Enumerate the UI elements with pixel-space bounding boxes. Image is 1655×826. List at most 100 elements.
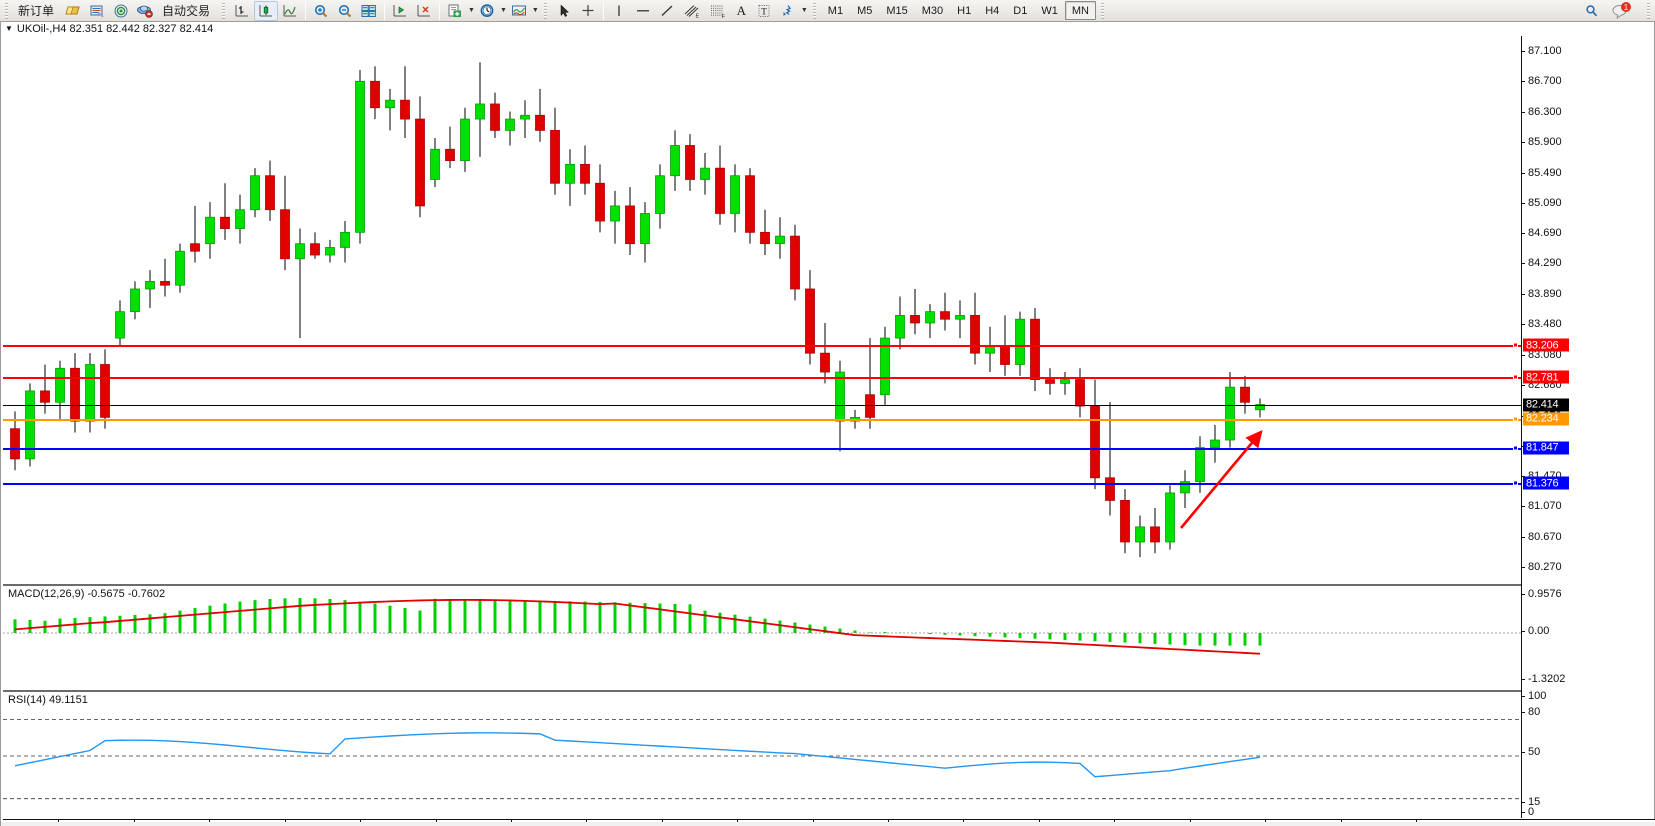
timeframe-d1[interactable]: D1 [1013, 4, 1028, 17]
crosshair-icon[interactable] [576, 1, 600, 21]
trendline-icon[interactable] [655, 1, 679, 21]
macd-pane[interactable]: MACD(12,26,9) -0.5675 -0.7602 [3, 584, 1521, 688]
level-line-resistance-2[interactable] [3, 345, 1521, 348]
timeframe-m5[interactable]: M5 [857, 4, 873, 17]
equidistant-channel-icon[interactable]: E [679, 1, 705, 21]
macd-axis-label: -1.3202 [1528, 673, 1566, 685]
level-handle-resistance-1[interactable] [1513, 374, 1518, 380]
rsi-axis-label: 50 [1528, 746, 1541, 758]
level-handle-pivot[interactable] [1513, 416, 1518, 422]
toolbar-grip-charts[interactable] [220, 2, 228, 19]
price-pane[interactable] [3, 36, 1521, 582]
new-order-button[interactable]: 新订单 [13, 1, 61, 21]
level-line-pivot[interactable] [3, 418, 1521, 421]
price-levels-layer [3, 36, 1521, 582]
chart-shift-icon[interactable] [388, 1, 412, 21]
price-axis[interactable]: 87.100 86.700 86.300 85.900 85.490 85.090 84.6… [1521, 36, 1655, 818]
horizontal-scrollbar[interactable] [1, 822, 1655, 826]
level-handle-resistance-2[interactable] [1513, 342, 1518, 348]
level-handle-support-2[interactable] [1513, 480, 1518, 486]
timeframe-m15[interactable]: M15 [886, 4, 908, 17]
tile-windows-icon[interactable] [357, 1, 381, 21]
objects-icon[interactable] [776, 1, 800, 21]
toolbar-grip-tools[interactable] [541, 2, 549, 19]
rsi-axis-label: 0 [1528, 806, 1535, 818]
horizontal-line-icon[interactable] [631, 1, 655, 21]
toolbar-grip[interactable] [3, 2, 10, 19]
vertical-line-icon[interactable] [607, 1, 631, 21]
autotrading-label: 自动交易 [162, 4, 211, 18]
toolbar-grip-right[interactable] [1645, 2, 1652, 19]
macd-label: MACD(12,26,9) -0.5675 -0.7602 [8, 588, 166, 600]
fibonacci-icon[interactable]: F [705, 1, 731, 21]
zoom-in-icon[interactable] [309, 1, 333, 21]
autotrading-icon[interactable] [133, 1, 157, 21]
navigator-icon[interactable] [109, 1, 133, 21]
macd-axis-tick [1521, 679, 1525, 680]
axis-tick [1521, 141, 1525, 143]
svg-text:T: T [761, 6, 767, 16]
level-line-support-1[interactable] [3, 447, 1521, 450]
timeframe-h1[interactable]: H1 [957, 4, 972, 17]
timeframe-h4[interactable]: H4 [985, 4, 1000, 17]
timeframe-mn[interactable]: MN [1064, 1, 1096, 20]
axis-tick-label: 85.900 [1528, 135, 1562, 148]
text-label-icon[interactable]: T [752, 1, 776, 21]
open-data-folder-icon[interactable] [61, 1, 85, 21]
price-tag-current-bid[interactable]: 82.414 [1523, 398, 1569, 412]
bar-chart-icon[interactable] [230, 1, 254, 21]
rsi-pane[interactable]: RSI(14) 49.1151 [3, 690, 1521, 818]
axis-tick [1521, 566, 1525, 568]
price-tag-pivot[interactable]: 82.234 [1523, 412, 1569, 426]
chart-menu-caret-icon[interactable]: ▼ [5, 23, 13, 33]
level-line-support-2[interactable] [3, 483, 1521, 486]
price-tag-resistance-2[interactable]: 83.206 [1523, 338, 1569, 352]
axis-tick [1521, 202, 1525, 204]
macd-axis-label: 0.00 [1528, 625, 1550, 637]
candlestick-chart-icon[interactable] [254, 0, 279, 21]
toolbar-grip-timeframes[interactable] [810, 2, 818, 19]
autotrading-button[interactable]: 自动交易 [157, 1, 217, 21]
timeframe-m30[interactable]: M30 [921, 4, 944, 17]
chart-window[interactable]: ▼ UKOil-,H4 82.351 82.442 82.327 82.414 … [0, 22, 1655, 826]
objects-dropdown-icon[interactable]: ▼ [800, 7, 808, 14]
new-chart-dropdown-icon[interactable]: ▼ [468, 7, 475, 14]
svg-text:F: F [721, 14, 725, 19]
rsi-axis-tick [1521, 752, 1525, 753]
level-line-current-bid[interactable] [3, 404, 1521, 406]
price-tag-support-1[interactable]: 81.847 [1523, 441, 1569, 455]
axis-tick [1521, 354, 1525, 356]
axis-tick [1521, 506, 1525, 508]
notification-icon[interactable]: 1 1 [1608, 1, 1636, 21]
rsi-series [3, 718, 1521, 800]
toolbar-separator-2 [384, 1, 386, 20]
search-icon[interactable] [1580, 1, 1604, 21]
toolbar-separator-3 [439, 1, 441, 20]
timeframe-w1[interactable]: W1 [1041, 4, 1058, 17]
level-line-resistance-1[interactable] [3, 377, 1521, 380]
rsi-axis-label: 100 [1528, 690, 1547, 702]
axis-tick-label: 85.090 [1528, 196, 1562, 209]
zoom-out-icon[interactable] [333, 1, 357, 21]
line-chart-icon[interactable] [278, 1, 302, 21]
indicators-dropdown-icon[interactable]: ▼ [531, 7, 539, 14]
axis-tick [1521, 324, 1525, 326]
level-handle-support-1[interactable] [1513, 445, 1518, 451]
period-icon[interactable] [475, 1, 499, 21]
price-tag-resistance-1[interactable]: 82.781 [1523, 370, 1569, 384]
price-tag-support-2[interactable]: 81.376 [1523, 476, 1569, 490]
svg-text:E: E [695, 13, 699, 19]
new-chart-icon[interactable] [443, 1, 467, 21]
toolbar-grip-end[interactable] [1098, 2, 1106, 19]
axis-tick-label: 86.700 [1528, 75, 1562, 88]
macd-axis-tick [1521, 631, 1525, 632]
chart-symbol-info: UKOil-,H4 82.351 82.442 82.327 82.414 [16, 22, 214, 35]
axis-tick [1521, 536, 1525, 538]
cursor-icon[interactable] [552, 1, 576, 21]
market-watch-icon[interactable] [85, 1, 109, 21]
auto-scroll-icon[interactable] [412, 1, 436, 21]
timeframe-m1[interactable]: M1 [827, 4, 844, 17]
text-icon[interactable]: A [736, 2, 747, 18]
period-dropdown-icon[interactable]: ▼ [499, 7, 507, 14]
indicators-icon[interactable] [507, 1, 531, 21]
